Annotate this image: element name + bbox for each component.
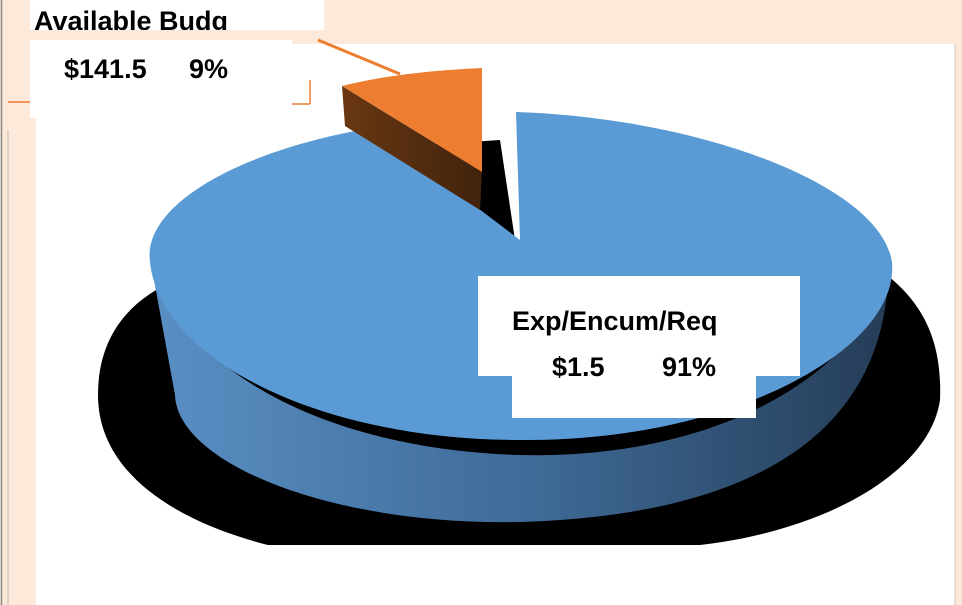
data-label-available-budg-percent: 9% (189, 54, 229, 84)
data-label-exp-encum-req-value: $1.5 (552, 352, 605, 382)
slice-side-exp-encum-req (150, 258, 892, 523)
data-label-exp-encum-req-name: Exp/Encum/Req (512, 306, 718, 336)
slice-available-budg (342, 68, 482, 172)
data-label-available-budg-value: $141.5 (64, 54, 147, 84)
data-label-available-budg-mask (148, 46, 182, 90)
data-label-exp-encum-req-percent: 91% (662, 352, 717, 382)
data-label-exp-encum-req-mask (604, 348, 654, 392)
data-label-available-budg-name: Available Budg (34, 6, 229, 30)
slice-side-available-budg (342, 86, 482, 210)
data-label-available-budg-name-box: Available Budg (30, 0, 324, 30)
data-label-exp-encum-req-percent-box: 91% (640, 342, 740, 402)
data-label-available-budg-percent-box: 9% (142, 40, 290, 100)
leader-line (317, 38, 401, 76)
